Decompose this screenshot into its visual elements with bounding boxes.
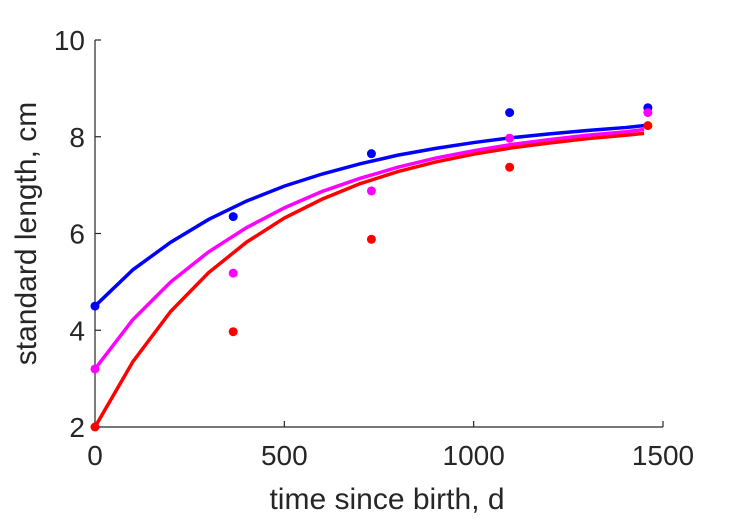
y-tick-label: 8 bbox=[69, 122, 85, 153]
y-tick-label: 2 bbox=[69, 412, 85, 443]
x-tick-label: 1000 bbox=[443, 440, 505, 471]
y-axis-title: standard length, cm bbox=[10, 102, 43, 365]
data-point-0 bbox=[90, 301, 100, 311]
data-point-1 bbox=[505, 133, 515, 143]
data-point-1 bbox=[366, 186, 376, 196]
x-tick-label: 1500 bbox=[632, 440, 694, 471]
x-tick-label: 0 bbox=[87, 440, 103, 471]
y-tick-label: 4 bbox=[69, 315, 85, 346]
data-points bbox=[90, 103, 653, 432]
data-point-1 bbox=[90, 364, 100, 374]
y-tick-label: 10 bbox=[54, 25, 85, 56]
fit-curve-0 bbox=[93, 123, 645, 308]
data-point-0 bbox=[505, 108, 515, 118]
data-point-2 bbox=[505, 162, 515, 172]
y-tick-label: 6 bbox=[69, 219, 85, 250]
data-point-0 bbox=[228, 212, 238, 222]
data-point-1 bbox=[643, 108, 653, 118]
data-point-2 bbox=[228, 327, 238, 337]
data-point-0 bbox=[366, 149, 376, 159]
x-tick-label: 500 bbox=[261, 440, 308, 471]
data-point-1 bbox=[228, 268, 238, 278]
fit-curves bbox=[93, 123, 645, 428]
data-point-2 bbox=[366, 234, 376, 244]
data-point-2 bbox=[90, 422, 100, 432]
x-axis-title: time since birth, d bbox=[269, 483, 504, 516]
fit-curve-1 bbox=[93, 127, 645, 371]
fit-curve-2 bbox=[93, 131, 645, 428]
data-point-2 bbox=[643, 121, 653, 131]
axes bbox=[94, 40, 663, 428]
ticks: 2 4 6 8 10 0 500 1000 1500 bbox=[54, 25, 694, 471]
